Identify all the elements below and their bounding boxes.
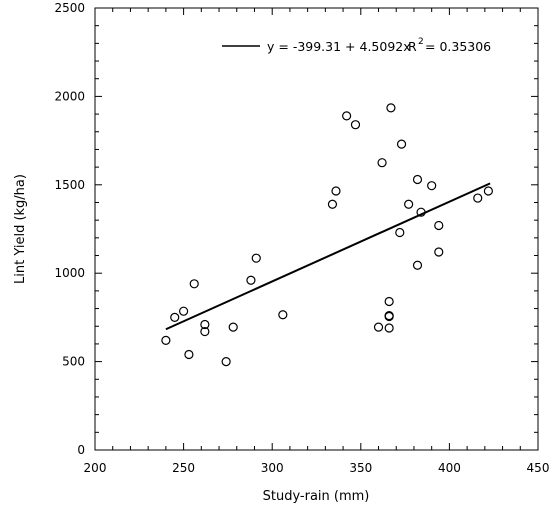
- data-point: [246, 275, 256, 285]
- data-point: [384, 323, 394, 333]
- data-point: [386, 103, 396, 113]
- x-tick-label: 400: [438, 461, 461, 475]
- x-axis-title: Study-rain (mm): [263, 489, 370, 504]
- plot-frame: [94, 7, 539, 451]
- data-point: [377, 158, 387, 168]
- data-point: [342, 111, 352, 121]
- y-axis-title: Lint Yield (kg/ha): [13, 174, 28, 284]
- data-point: [189, 279, 199, 289]
- data-point: [473, 193, 483, 203]
- data-point: [221, 357, 231, 367]
- x-tick-label: 300: [261, 461, 284, 475]
- data-point: [170, 312, 180, 322]
- data-point: [200, 326, 210, 337]
- data-points: [161, 103, 493, 367]
- data-point: [251, 253, 261, 263]
- data-point: [404, 199, 414, 209]
- x-tick-label: 200: [84, 461, 107, 475]
- data-point: [412, 260, 423, 270]
- tick-labels: 200 250 300 350 400 450 0 500 1000 1500 2000 2500: [54, 1, 549, 475]
- data-point: [384, 296, 394, 307]
- data-point: [395, 227, 405, 238]
- legend-r2-value: = 0.35306: [425, 39, 491, 54]
- data-point: [373, 322, 384, 332]
- y-tick-label: 1500: [54, 178, 85, 192]
- data-point: [396, 139, 407, 149]
- y-tick-label: 1000: [54, 266, 85, 280]
- data-point: [278, 310, 288, 320]
- data-point: [416, 207, 426, 217]
- data-point: [434, 220, 444, 231]
- y-tick-label: 500: [62, 355, 85, 369]
- axis-ticks: [94, 7, 539, 451]
- data-point: [412, 174, 423, 185]
- legend-r2-superscript: 2: [418, 37, 424, 47]
- data-point: [327, 199, 338, 209]
- data-point: [200, 319, 210, 330]
- data-point: [179, 306, 189, 316]
- legend-equation: y = -399.31 + 4.5092x: [267, 39, 411, 54]
- data-point: [184, 349, 194, 360]
- data-point: [350, 120, 361, 130]
- regression-line: [165, 182, 491, 331]
- data-point: [228, 322, 238, 332]
- data-point: [427, 181, 437, 191]
- data-point: [161, 335, 171, 345]
- data-point: [483, 186, 493, 196]
- x-tick-label: 350: [349, 461, 372, 475]
- y-tick-label: 0: [77, 443, 85, 457]
- legend-r2-label: R: [408, 39, 417, 54]
- y-tick-label: 2500: [54, 1, 85, 15]
- x-tick-label: 450: [527, 461, 550, 475]
- data-point: [434, 247, 444, 257]
- data-point: [384, 311, 394, 321]
- y-tick-label: 2000: [54, 89, 85, 103]
- legend: y = -399.31 + 4.5092x R 2 = 0.35306: [222, 37, 491, 54]
- data-point: [331, 186, 341, 196]
- x-tick-label: 250: [172, 461, 195, 475]
